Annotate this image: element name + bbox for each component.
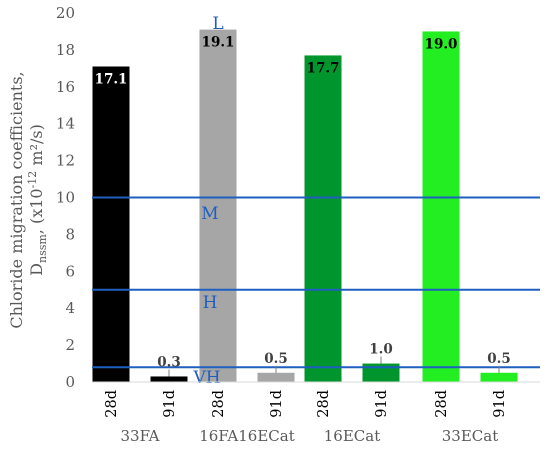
y-axis-ticks: 0 2 4 6 8 10 12 14 16 18 20 [56, 4, 75, 391]
threshold-lines: L M H VH [92, 14, 540, 388]
data-label: 17.1 [95, 72, 128, 88]
data-label: 0.5 [264, 351, 288, 367]
y-tick-label: 2 [65, 336, 75, 354]
data-label: 0.5 [487, 351, 511, 367]
bars [92, 29, 518, 383]
bar-33FA-28d [92, 66, 130, 382]
bar-16ECat-28d [304, 55, 342, 383]
y-axis-title: Chloride migration coefficients, Dnssm, … [7, 71, 49, 328]
y-axis-title-line2: Dnssm, (x10-12 m²/s) [26, 124, 49, 276]
y-tick-label: 16 [56, 78, 75, 96]
y-axis-symbol: D [27, 263, 46, 276]
data-label: 0.3 [157, 354, 181, 370]
x-age-label: 91d [374, 390, 390, 418]
bar-16FA16ECat-28d [199, 29, 237, 382]
bar-33ECat-91d [480, 372, 518, 382]
bar-33FA-91d [150, 376, 188, 382]
x-group-label: 33ECat [442, 427, 498, 445]
x-age-label: 28d [211, 390, 227, 418]
threshold-label-VH: VH [192, 368, 220, 388]
y-tick-label: 10 [56, 189, 75, 207]
y-tick-label: 14 [56, 115, 75, 133]
y-axis-unit-exponent: -12 [26, 171, 39, 189]
x-age-label: 91d [162, 390, 178, 418]
y-axis-unit: m²/s) [27, 124, 46, 171]
y-tick-label: 4 [65, 299, 75, 317]
data-label: 19.1 [202, 35, 235, 51]
x-group-label: 33FA [120, 427, 159, 445]
y-tick-label: 6 [65, 262, 75, 280]
x-age-label: 28d [104, 390, 120, 418]
data-label: 17.7 [307, 60, 340, 76]
y-tick-label: 0 [65, 373, 75, 391]
bar-16FA16ECat-91d [257, 372, 295, 382]
x-age-label: 28d [434, 390, 450, 418]
threshold-label-H: H [203, 293, 218, 313]
x-age-label: 91d [492, 390, 508, 418]
data-label: 1.0 [369, 342, 393, 358]
x-group-label: 16FA16ECat [199, 427, 295, 445]
x-age-label: 91d [269, 390, 285, 418]
data-label: 19.0 [425, 36, 458, 52]
x-age-label: 28d [316, 390, 332, 418]
threshold-label-L: L [212, 14, 223, 34]
y-tick-label: 20 [56, 4, 75, 22]
y-tick-label: 8 [65, 225, 75, 243]
x-group-label: 16ECat [324, 427, 380, 445]
y-axis-title-line1: Chloride migration coefficients, [7, 71, 26, 328]
y-axis-unit-prefix: , (x10 [27, 188, 46, 234]
y-axis-symbol-subscript: nssm [36, 234, 49, 263]
y-tick-label: 18 [56, 41, 75, 59]
data-labels: 17.1 0.3 19.1 0.5 17.7 1.0 19.0 0.5 [95, 35, 511, 377]
threshold-label-M: M [201, 204, 218, 224]
y-tick-label: 12 [56, 152, 75, 170]
bar-33ECat-28d [422, 31, 460, 382]
